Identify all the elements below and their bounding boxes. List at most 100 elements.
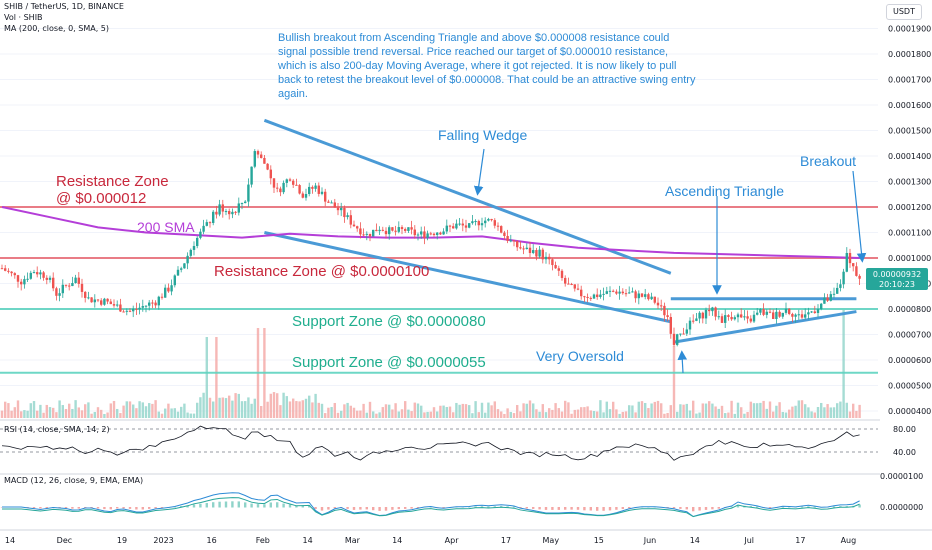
volume-bar [512,413,516,418]
macd-histogram-bar [154,507,157,509]
macd-histogram-bar [45,507,48,509]
candle-body [221,204,224,212]
volume-bar [10,410,13,418]
candle-body [215,211,218,215]
volume-bar [752,403,756,418]
last-price-countdown: 20:10:23 [879,280,915,289]
time-tick-label: Apr [445,536,460,545]
candle-body [71,283,74,287]
candle-body [829,294,832,301]
volume-bars [0,310,861,418]
volume-bar [45,404,48,418]
volume-bar [816,407,820,418]
horizontal-levels [0,206,878,374]
volume-bar [138,401,141,418]
macd-histogram-bar [116,507,119,509]
candle-body [576,288,580,290]
candle-body [103,298,106,305]
currency-selector[interactable]: USDT [886,4,922,20]
candle-body [852,263,855,267]
volume-bar [452,412,455,418]
volume-bar [141,402,144,418]
volume-bar [250,403,253,418]
volume-bar [506,408,509,418]
candle-body [695,318,698,321]
candle-body [807,312,810,315]
volume-bar [532,403,535,418]
macd-histogram-bar [346,507,349,509]
macd-histogram-bar [391,507,394,510]
volume-bar [612,401,615,418]
macd-histogram-bar [378,507,381,511]
macd-histogram-bar [205,503,208,508]
candle-body [20,281,23,285]
volume-bar [560,411,564,418]
candle-body [240,203,244,205]
time-tick-label: 19 [117,536,127,545]
rsi-panel [0,419,932,461]
volume-bar [314,393,317,418]
volume-bar [372,411,375,418]
candle-body [173,275,176,286]
volume-bar [340,410,343,418]
volume-bar [583,407,586,418]
time-tick-label: 16 [207,536,217,545]
macd-histogram-bar [711,507,714,510]
triangle-support-line [673,310,857,344]
candle-body [541,249,544,260]
candle-body [151,302,154,304]
volume-bar [445,406,448,418]
candle-body [16,275,20,282]
time-tick-label: Aug [841,536,857,545]
volume-bar [346,402,349,418]
candle-body [637,293,640,299]
candle-body [608,290,612,292]
volume-bar [87,402,90,418]
price-tick-label: 0.0001700 [888,76,931,85]
macd-histogram-bar [160,507,164,508]
volume-bar [42,412,45,418]
volume-bar [391,409,394,418]
macd-histogram-bar [135,507,138,510]
volume-indicator-label[interactable]: Vol · SHIB [4,13,43,22]
macd-histogram-bar [173,506,176,508]
volume-bar [183,403,186,418]
volume-bar [71,408,74,418]
volume-bar [525,403,528,418]
macd-histogram-bar [314,507,317,509]
volume-bar [759,402,762,418]
candle-body [148,302,151,306]
volume-bar [762,400,765,418]
candle-body [775,311,778,319]
candle-body [432,233,436,235]
macd-histogram-bar [39,507,42,509]
volume-bar [596,411,599,418]
symbol-header[interactable]: SHIB / TetherUS, 1D, BINANCE [4,2,124,11]
candle-body [330,202,333,204]
macd-histogram-bar [84,507,87,508]
volume-bar [608,409,612,418]
candle-body [480,223,484,226]
price-tick-label: 0.0000400 [888,407,931,416]
candle-body [583,296,586,298]
volume-bar [282,392,285,418]
candle-body [500,226,503,233]
volume-bar [167,403,170,418]
volume-bar [202,392,205,418]
candle-body [746,316,749,319]
volume-bar [714,406,717,418]
volume-bar [164,408,167,418]
candle-body [682,333,685,335]
volume-bar [666,412,669,418]
candle-body [397,227,400,232]
candle-body [378,229,381,232]
candle-body [279,188,282,193]
candle-body [720,316,724,323]
price-tick-label: 0.0001100 [888,229,931,238]
volume-bar [212,401,215,418]
ma-indicator-label[interactable]: MA (200, close, 0, SMA, 5) [4,24,110,33]
candle-body [752,314,756,322]
candle-body [23,279,26,285]
time-tick-label: Jul [743,536,754,545]
candle-body [580,289,583,297]
